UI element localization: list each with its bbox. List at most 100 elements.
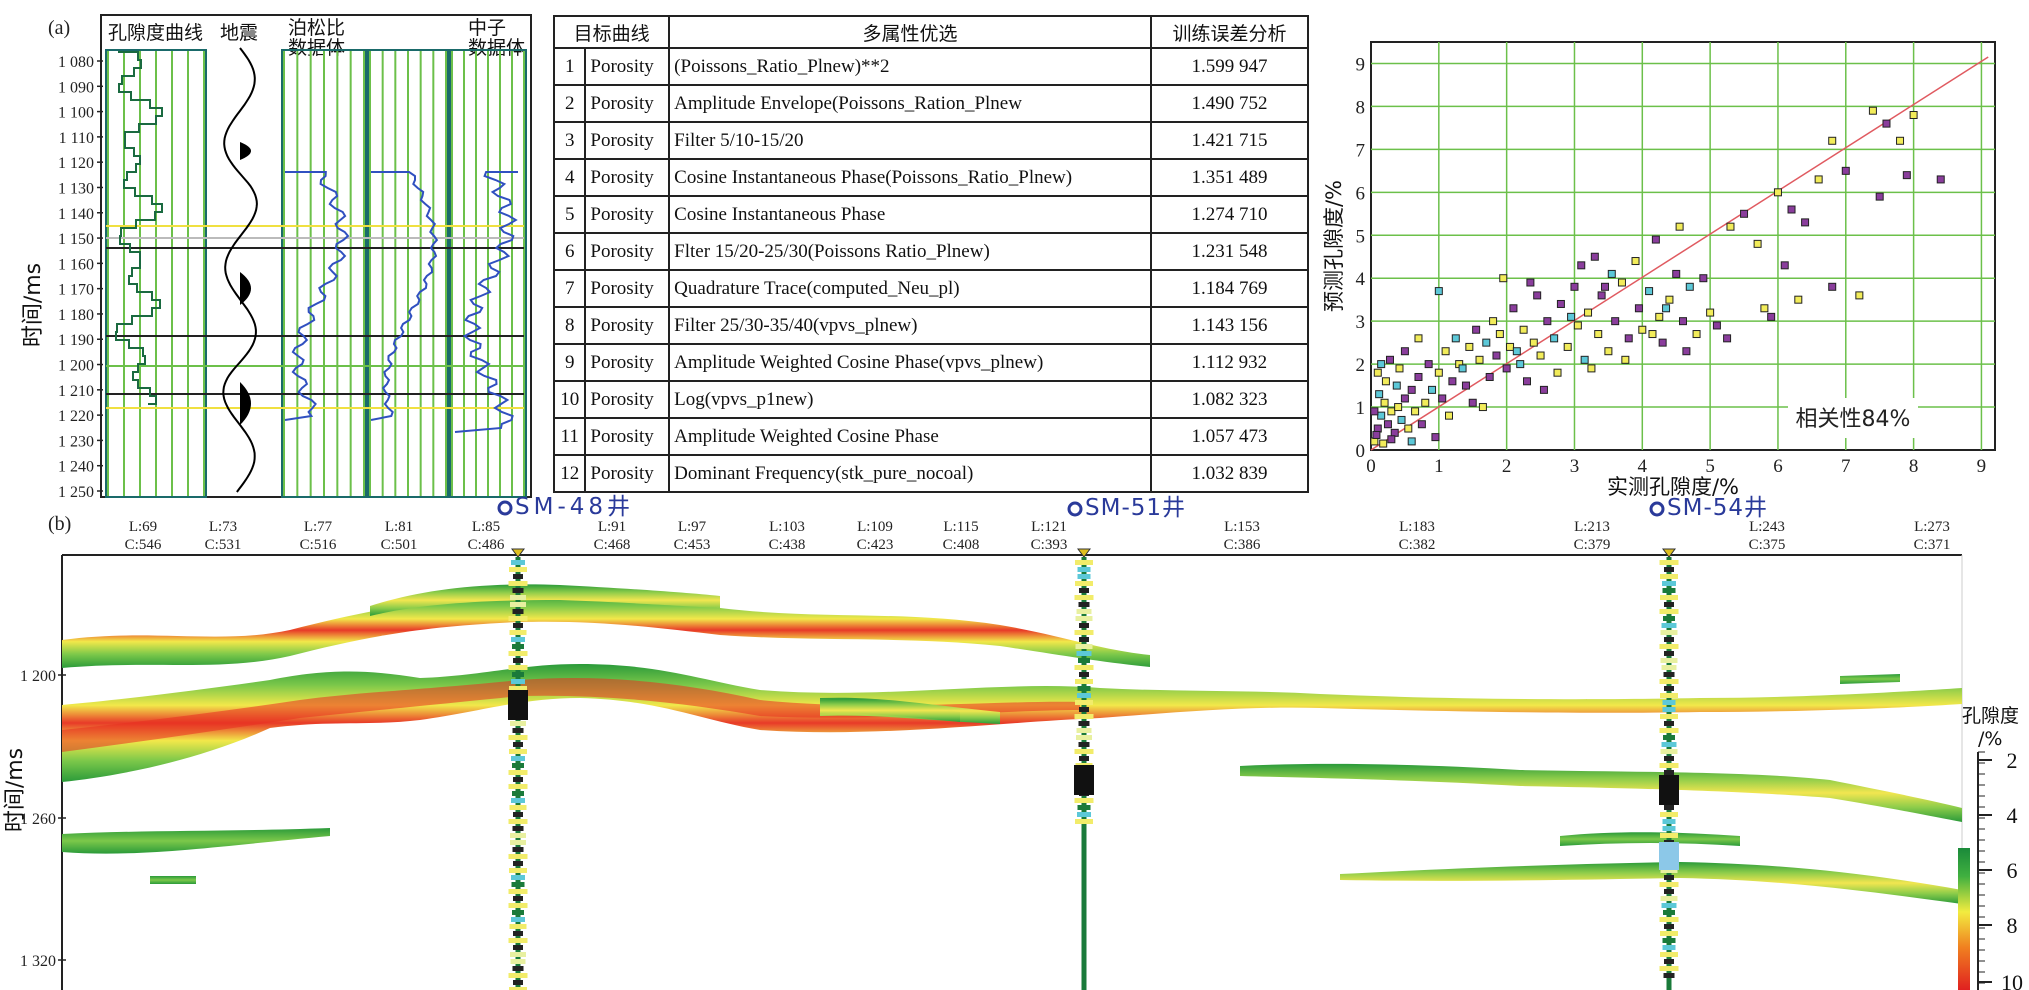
- seismic-peak-fill: [240, 142, 251, 160]
- row-attribute: Cosine Instantaneous Phase(Poissons_Rati…: [668, 158, 1152, 197]
- scatter-point: [1631, 257, 1640, 266]
- scatter-point: [1475, 355, 1484, 364]
- scatter-point: [1434, 368, 1443, 377]
- row-error: 1.143 156: [1149, 306, 1310, 345]
- scatter-point: [1394, 403, 1403, 412]
- scatter-point: [1601, 282, 1609, 291]
- scatter-point: [1909, 111, 1918, 120]
- section-time-tick-label: 1 320: [20, 953, 56, 970]
- well-log-block: [512, 847, 524, 852]
- well-log-block: [1662, 826, 1676, 831]
- cdp-label: C:379: [1574, 537, 1611, 553]
- well-log-block: [1660, 658, 1678, 663]
- row-target-curve: Porosity: [584, 306, 671, 345]
- porosity-band-small-1: [820, 698, 960, 722]
- y-axis-label: 预测孔隙度/%: [1322, 180, 1346, 312]
- scatter-point: [1868, 106, 1877, 115]
- well-log-block: [1664, 959, 1674, 964]
- well-log-block: [1660, 812, 1678, 817]
- table-row: 4 Porosity Cosine Instantaneous Phase(Pois…: [552, 158, 1310, 197]
- well-log-block: [1078, 721, 1090, 726]
- well-log-block: [1664, 875, 1674, 880]
- time-tick-label: 1 240: [58, 459, 94, 476]
- scatter-point: [1936, 175, 1945, 184]
- seismic-peak-fill: [240, 272, 251, 305]
- row-error: 1.274 710: [1149, 195, 1310, 234]
- row-error: 1.184 769: [1149, 269, 1310, 308]
- well-log-block: [509, 868, 527, 873]
- row-attribute: Amplitude Envelope(Poissons_Ration_Plnew: [668, 84, 1152, 123]
- well-log-block: [1662, 707, 1676, 712]
- y-tick-label: 6: [1356, 183, 1366, 204]
- table-row: 1 Porosity (Poissons_Ratio_Plnew)**2 1.599 …: [552, 47, 1310, 86]
- line-label: L:85: [472, 519, 500, 535]
- scatter-point: [1377, 360, 1386, 369]
- time-tick-label: 1 190: [58, 332, 94, 349]
- row-number: 1: [552, 47, 587, 86]
- well-log-block: [513, 945, 523, 950]
- log-header-neutron: 中子数据体: [468, 17, 525, 59]
- well-head-icon: [1662, 548, 1676, 558]
- well-name: SM-54井: [1667, 495, 1768, 521]
- row-number: 10: [552, 380, 587, 419]
- line-label: L:213: [1574, 519, 1610, 535]
- colorbar-ticks: 2 4 6 8 10: [1977, 748, 2023, 990]
- line-label: L:109: [857, 519, 893, 535]
- colorbar-tick-label: 8: [2007, 913, 2018, 938]
- well-name: SM-51井: [1085, 495, 1186, 521]
- well-log-block: [511, 560, 525, 565]
- well-log-block: [513, 896, 523, 901]
- well-log-block: [508, 616, 528, 621]
- line-label: L:81: [385, 519, 413, 535]
- scatter-point: [1414, 334, 1423, 343]
- cdp-label: C:516: [300, 537, 337, 553]
- well-log-block: [1659, 644, 1679, 649]
- scatter-point: [1519, 325, 1528, 334]
- line-label: L:77: [304, 519, 333, 535]
- row-number: 7: [552, 269, 587, 308]
- scatter-point: [1404, 424, 1413, 433]
- well-log-block: [1660, 896, 1678, 901]
- scatter-point: [1617, 278, 1626, 287]
- well-log-block: [1078, 602, 1090, 607]
- cdp-label: C:408: [943, 537, 980, 553]
- well-log-block: [1659, 560, 1679, 565]
- scatter-point: [1372, 430, 1381, 439]
- well-log-block: [1660, 833, 1678, 838]
- well-log-block: [512, 588, 524, 593]
- row-number: 4: [552, 158, 587, 197]
- cdp-label: C:486: [468, 537, 505, 553]
- cdp-label: C:501: [381, 537, 418, 553]
- well-log-block: [1662, 819, 1676, 824]
- well-log-block: [1659, 763, 1679, 768]
- log-panel: 孔隙度曲线 地震 泊松比数据体 中子数据体 1 080 1 090 1 100 1 1…: [21, 14, 532, 501]
- well-log-block: [1662, 945, 1676, 950]
- scatter-point: [1395, 364, 1404, 373]
- well-log-block: [509, 805, 527, 810]
- well-log-block: [511, 882, 525, 887]
- scatter-point: [1723, 334, 1732, 343]
- scatter-point: [1584, 308, 1593, 317]
- scatter-point: [1489, 317, 1498, 326]
- well-log-block: [1074, 630, 1094, 635]
- well-log-block: [1664, 602, 1674, 607]
- row-error: 1.599 947: [1149, 47, 1310, 86]
- well-log-block: [509, 924, 527, 929]
- line-label: L:115: [943, 519, 978, 535]
- log-header-porosity: 孔隙度曲线: [108, 22, 203, 44]
- time-tick-label: 1 150: [58, 231, 94, 248]
- well-head-icon: [1077, 548, 1091, 558]
- row-attribute: Dominant Frequency(stk_pure_nocoal): [668, 454, 1152, 493]
- scatter-point: [1407, 437, 1416, 446]
- colorbar-tick-label: 4: [2007, 803, 2018, 828]
- well-log-block: [510, 840, 526, 845]
- cdp-label: C:375: [1749, 537, 1786, 553]
- scatter-point: [1855, 291, 1864, 300]
- scatter-point: [1607, 269, 1616, 278]
- scatter-point: [1604, 347, 1613, 356]
- scatter-point: [1370, 407, 1379, 416]
- cdp-label: C:531: [205, 537, 242, 553]
- table-row: 2 Porosity Amplitude Envelope(Poissons_Rat…: [552, 84, 1310, 123]
- scatter-point: [1543, 317, 1552, 326]
- well-log-block: [512, 728, 524, 733]
